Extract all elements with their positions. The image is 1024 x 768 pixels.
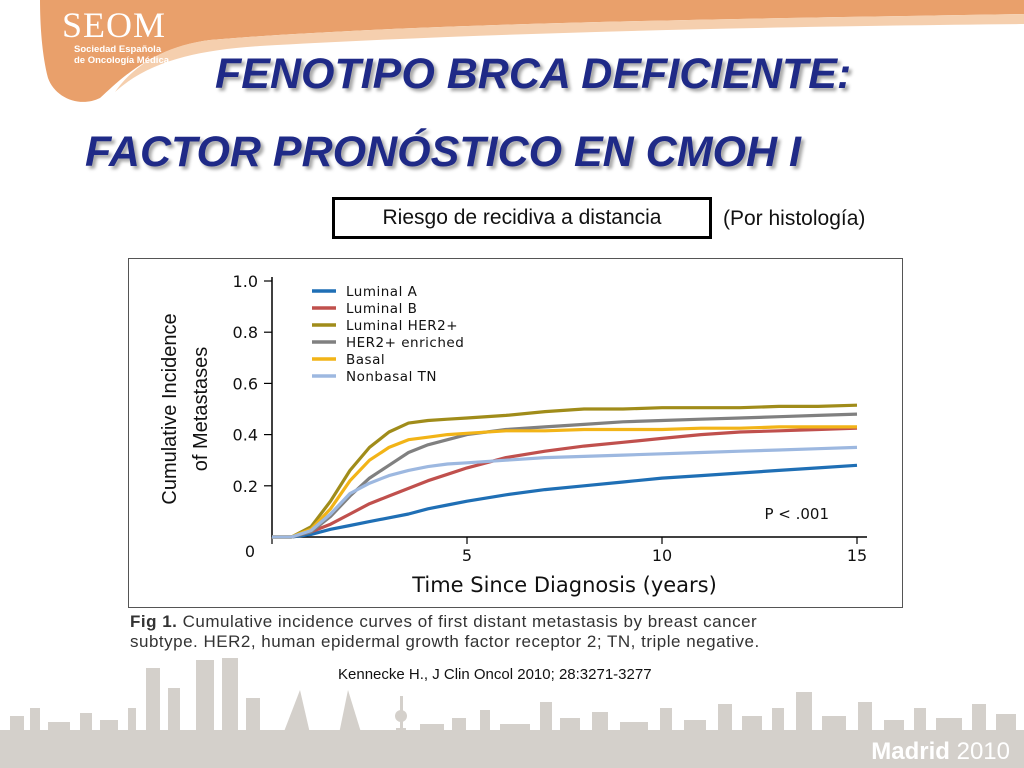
logo-subtitle-line1: Sociedad Española — [74, 44, 162, 55]
origin-label: 0 — [245, 542, 255, 561]
logo-subtitle-line2: de Oncología Médica — [74, 55, 170, 66]
chart-frame: 0.2 0.4 0.6 0.8 1.0 0 5 10 15 Time Since Diagnosi… — [128, 258, 903, 608]
x-tick-label: 15 — [847, 546, 867, 565]
footer-year: 2010 — [956, 738, 1010, 765]
figure-caption-line1: Fig 1. Cumulative incidence curves of fi… — [130, 612, 757, 632]
y-axis-label-line2: of Metastases — [190, 347, 212, 472]
legend-label: HER2+ enriched — [346, 335, 464, 351]
histology-note: (Por histología) — [723, 207, 866, 230]
y-tick-label: 1.0 — [233, 272, 258, 291]
legend-label: Basal — [346, 352, 385, 368]
x-tick-label: 10 — [652, 546, 672, 565]
logo-swoosh-light — [115, 14, 1024, 92]
legend-label: Luminal HER2+ — [346, 318, 458, 334]
slide-title-line2: FACTOR PRONÓSTICO EN CMOH I — [85, 128, 801, 176]
risk-label-box: Riesgo de recidiva a distancia — [332, 197, 712, 239]
figure-caption-line2: subtype. HER2, human epidermal growth fa… — [130, 632, 760, 651]
y-tick-label: 0.8 — [233, 323, 258, 342]
series-line-nonbasal-tn — [272, 445, 858, 539]
figure-label: Fig 1. — [130, 612, 178, 631]
incidence-chart: 0.2 0.4 0.6 0.8 1.0 0 5 10 15 Time Since Diagnosi… — [159, 272, 867, 597]
y-tick-label: 0.4 — [233, 426, 258, 445]
legend-label: Luminal A — [346, 284, 418, 300]
series-line-luminal-b — [272, 426, 858, 539]
series-line-luminal-a — [272, 463, 858, 539]
series-line-luminal-her2- — [272, 403, 858, 539]
logo-subtitle: Sociedad Española de Oncología Médica — [74, 44, 169, 66]
y-axis-label-line1: Cumulative Incidence — [159, 313, 181, 504]
x-axis-label: Time Since Diagnosis (years) — [411, 573, 717, 597]
logo-swoosh-orange — [40, 0, 1024, 102]
legend-label: Nonbasal TN — [346, 369, 437, 385]
y-tick-label: 0.2 — [233, 477, 258, 496]
madrid-skyline — [0, 658, 1024, 768]
p-value-annotation: P < .001 — [764, 505, 829, 523]
y-tick-label: 0.6 — [233, 374, 258, 393]
slide-title-line1: FENOTIPO BRCA DEFICIENTE: — [215, 50, 852, 98]
series-line-basal — [272, 425, 857, 539]
footer-city: Madrid 2010 — [871, 738, 1010, 766]
legend-label: Luminal B — [346, 301, 417, 317]
footer-city-name: Madrid — [871, 738, 950, 765]
citation: Kennecke H., J Clin Oncol 2010; 28:3271-… — [338, 666, 652, 683]
risk-label-text: Riesgo de recidiva a distancia — [382, 206, 662, 229]
seom-logo-shape — [40, 0, 1024, 102]
logo-name: SEOM — [62, 5, 167, 45]
figure-caption-text: Cumulative incidence curves of first dis… — [177, 612, 758, 631]
x-tick-label: 5 — [462, 546, 472, 565]
